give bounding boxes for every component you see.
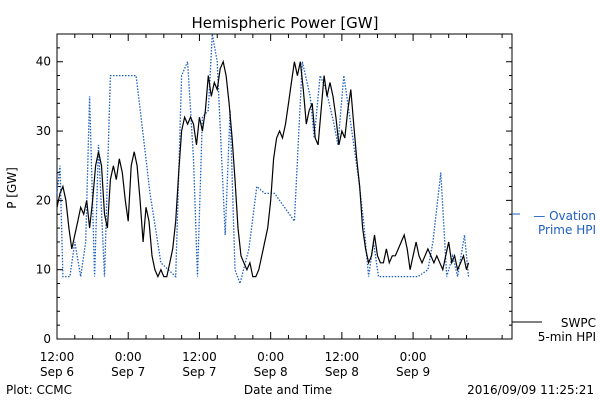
y-tick-label: 0 [43,332,51,346]
x-tick-time-label: 0:00 [400,350,427,364]
legend-swpc-line2: 5-min HPI [538,330,596,344]
x-tick-time-label: 12:00 [40,350,75,364]
x-tick-time-label: 0:00 [115,350,142,364]
y-tick-label: 30 [36,124,51,138]
x-tick-date-label: Sep 9 [396,365,430,379]
x-tick-date-label: Sep 7 [182,365,216,379]
legend-ovation-line2: Prime HPI [538,223,596,237]
plot-timestamp: 2016/09/09 11:25:21 [467,383,594,397]
x-tick-date-label: Sep 7 [111,365,145,379]
x-tick-date-label: Sep 6 [40,365,74,379]
plot-credit: Plot: CCMC [6,383,72,397]
plot-frame [56,33,513,340]
series-line-ovation-prime [56,33,470,286]
x-tick-time-label: 0:00 [257,350,284,364]
y-tick-label: 40 [36,55,51,69]
x-axis-label: Date and Time [244,383,332,397]
y-axis-label: P [GW] [5,167,19,209]
x-tick-date-label: Sep 8 [325,365,359,379]
legend-swpc-line1: SWPC [561,316,596,330]
y-tick-label: 10 [36,263,51,277]
series-line-swpc [56,59,470,279]
chart-title: Hemispheric Power [GW] [192,14,379,32]
x-tick-time-label: 12:00 [182,350,217,364]
x-tick-date-label: Sep 8 [254,365,288,379]
y-tick-label: 20 [36,193,51,207]
x-tick-time-label: 12:00 [325,350,360,364]
legend-ovation-line1: — Ovation [533,209,596,223]
